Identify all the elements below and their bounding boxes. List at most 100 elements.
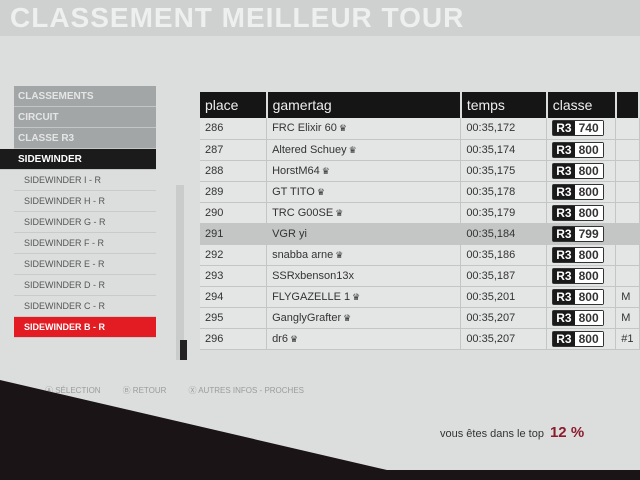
- place-cell: 296: [200, 328, 268, 350]
- crown-icon: ♛: [335, 249, 344, 260]
- crown-icon: ♛: [338, 123, 347, 134]
- gamertag: VGR yi: [272, 227, 307, 240]
- gamertag: GanglyGrafter: [272, 311, 342, 324]
- place-cell: 293: [200, 265, 268, 287]
- crown-icon: ♛: [316, 186, 325, 197]
- breadcrumb-item[interactable]: CLASSEMENTS: [14, 86, 156, 107]
- performance-index: 800: [574, 163, 603, 178]
- gamertag: snabba arne: [272, 248, 334, 261]
- time-cell: 00:35,187: [460, 265, 548, 287]
- button-hint[interactable]: Ⓧ AUTRES INFOS - PROCHES: [188, 386, 305, 395]
- column-header-classe[interactable]: classe: [546, 92, 617, 118]
- track-item[interactable]: SIDEWINDER C - R: [14, 296, 156, 317]
- table-row[interactable]: 289 GT TITO ♛ 00:35,178 R3 800: [200, 181, 640, 203]
- column-header-place[interactable]: place: [200, 92, 268, 118]
- table-row[interactable]: 294 FLYGAZELLE 1 ♛ 00:35,201 R3 800 M: [200, 286, 640, 308]
- class-letter: R3: [553, 268, 575, 283]
- column-header-temps[interactable]: temps: [460, 92, 548, 118]
- track-item[interactable]: SIDEWINDER F - R: [14, 233, 156, 254]
- class-cell: R3 800: [546, 307, 617, 329]
- extra-cell: [615, 223, 640, 245]
- class-badge: R3 800: [552, 162, 604, 179]
- breadcrumb-item[interactable]: CIRCUIT: [14, 107, 156, 128]
- extra-cell: [615, 244, 640, 266]
- time-cell: 00:35,186: [460, 244, 548, 266]
- gamertag-cell: FLYGAZELLE 1 ♛: [266, 286, 462, 308]
- time-cell: 00:35,172: [460, 118, 548, 140]
- scrollbar[interactable]: [176, 185, 184, 360]
- breadcrumb-item[interactable]: CLASSE R3: [14, 128, 156, 149]
- track-item[interactable]: SIDEWINDER G - R: [14, 212, 156, 233]
- track-item[interactable]: SIDEWINDER E - R: [14, 254, 156, 275]
- place-cell: 286: [200, 118, 268, 140]
- class-letter: R3: [553, 163, 575, 178]
- gamertag-cell: VGR yi: [266, 223, 462, 245]
- place-cell: 292: [200, 244, 268, 266]
- track-item[interactable]: SIDEWINDER H - R: [14, 191, 156, 212]
- crown-icon: ♛: [335, 207, 344, 218]
- time-cell: 00:35,179: [460, 202, 548, 224]
- table-row[interactable]: 290 TRC G00SE ♛ 00:35,179 R3 800: [200, 202, 640, 224]
- gamertag-cell: HorstM64 ♛: [266, 160, 462, 182]
- title-bar: CLASSEMENT MEILLEUR TOUR: [0, 0, 640, 36]
- table-row[interactable]: 288 HorstM64 ♛ 00:35,175 R3 800: [200, 160, 640, 182]
- class-letter: R3: [553, 121, 575, 136]
- class-badge: R3 800: [552, 330, 604, 347]
- table-row[interactable]: 287 Altered Schuey ♛ 00:35,174 R3 800: [200, 139, 640, 161]
- breadcrumb-active[interactable]: SIDEWINDER: [0, 149, 156, 170]
- button-hint[interactable]: Ⓑ RETOUR: [122, 386, 167, 395]
- time-cell: 00:35,201: [460, 286, 548, 308]
- class-cell: R3 799: [546, 223, 617, 245]
- track-item[interactable]: SIDEWINDER I - R: [14, 170, 156, 191]
- class-badge: R3 800: [552, 183, 604, 200]
- gamertag: GT TITO: [272, 185, 315, 198]
- track-item[interactable]: SIDEWINDER B - R: [14, 317, 156, 338]
- column-header-gamertag[interactable]: gamertag: [266, 92, 462, 118]
- class-badge: R3 800: [552, 267, 604, 284]
- class-letter: R3: [553, 247, 575, 262]
- table-row[interactable]: 291 VGR yi 00:35,184 R3 799: [200, 223, 640, 245]
- time-cell: 00:35,175: [460, 160, 548, 182]
- time-cell: 00:35,174: [460, 139, 548, 161]
- time-cell: 00:35,178: [460, 181, 548, 203]
- class-badge: R3 800: [552, 204, 604, 221]
- gamertag-cell: FRC Elixir 60 ♛: [266, 118, 462, 140]
- crown-icon: ♛: [321, 165, 330, 176]
- scrollbar-thumb[interactable]: [180, 340, 187, 360]
- table-row[interactable]: 295 GanglyGrafter ♛ 00:35,207 R3 800 M: [200, 307, 640, 329]
- table-row[interactable]: 293 SSRxbenson13x 00:35,187 R3 800: [200, 265, 640, 287]
- time-cell: 00:35,207: [460, 307, 548, 329]
- performance-index: 800: [574, 289, 603, 304]
- class-badge: R3 740: [552, 120, 604, 137]
- performance-index: 800: [574, 331, 603, 346]
- button-hints: Ⓐ SÉLECTION Ⓑ RETOUR Ⓧ AUTRES INFOS - PROC…: [45, 385, 326, 396]
- class-badge: R3 800: [552, 309, 604, 326]
- class-cell: R3 800: [546, 328, 617, 350]
- extra-cell: [615, 265, 640, 287]
- table-row[interactable]: 296 dr6 ♛ 00:35,207 R3 800 #1: [200, 328, 640, 350]
- place-cell: 290: [200, 202, 268, 224]
- class-letter: R3: [553, 142, 575, 157]
- class-letter: R3: [553, 331, 575, 346]
- class-cell: R3 800: [546, 181, 617, 203]
- button-hint[interactable]: Ⓐ SÉLECTION: [45, 386, 101, 395]
- class-letter: R3: [553, 310, 575, 325]
- page-title: CLASSEMENT MEILLEUR TOUR: [10, 2, 465, 33]
- track-item[interactable]: SIDEWINDER D - R: [14, 275, 156, 296]
- top-value: 12 %: [549, 424, 585, 441]
- gamertag-cell: snabba arne ♛: [266, 244, 462, 266]
- crown-icon: ♛: [343, 312, 352, 323]
- performance-index: 800: [574, 310, 603, 325]
- class-cell: R3 800: [546, 244, 617, 266]
- table-row[interactable]: 292 snabba arne ♛ 00:35,186 R3 800: [200, 244, 640, 266]
- table-row[interactable]: 286 FRC Elixir 60 ♛ 00:35,172 R3 740: [200, 118, 640, 140]
- extra-cell: [615, 202, 640, 224]
- top-label: vous êtes dans le top: [440, 428, 544, 440]
- performance-index: 740: [574, 121, 603, 136]
- class-cell: R3 800: [546, 202, 617, 224]
- gamertag: Altered Schuey: [272, 143, 347, 156]
- performance-index: 800: [574, 142, 603, 157]
- class-badge: R3 800: [552, 246, 604, 263]
- gamertag: FLYGAZELLE 1: [272, 290, 351, 303]
- column-header-extra: [615, 92, 640, 118]
